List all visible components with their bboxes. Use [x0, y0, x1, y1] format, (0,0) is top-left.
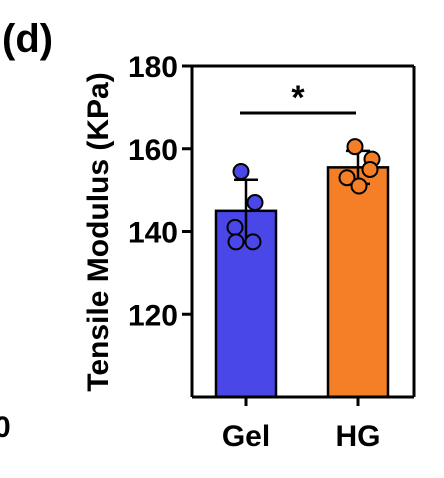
y-tick-label: 160 — [128, 134, 178, 167]
data-point-hg — [350, 177, 368, 195]
panel-label: (d) — [2, 17, 53, 61]
bar-hg — [326, 166, 390, 399]
y-tick-label: 180 — [128, 51, 178, 84]
y-tick-label: 140 — [128, 217, 178, 250]
x-tick-label-gel: Gel — [222, 420, 270, 453]
y-axis-title: Tensile Modulus (KPa) — [82, 72, 115, 391]
data-point-hg — [361, 160, 379, 178]
y-tick-label: 120 — [128, 299, 178, 332]
data-point-hg — [338, 169, 356, 187]
edge-fragment: 0 — [0, 411, 11, 444]
plot-area: 120 140 160 180 Gel HG * — [128, 51, 416, 453]
data-point-gel — [227, 233, 245, 251]
x-tick-label-hg: HG — [336, 420, 381, 453]
significance-label: * — [291, 79, 305, 117]
data-point-gel — [226, 218, 244, 236]
data-point-gel — [246, 194, 264, 212]
data-point-gel — [244, 233, 262, 251]
data-point-gel — [232, 163, 250, 181]
data-point-hg — [346, 138, 364, 156]
